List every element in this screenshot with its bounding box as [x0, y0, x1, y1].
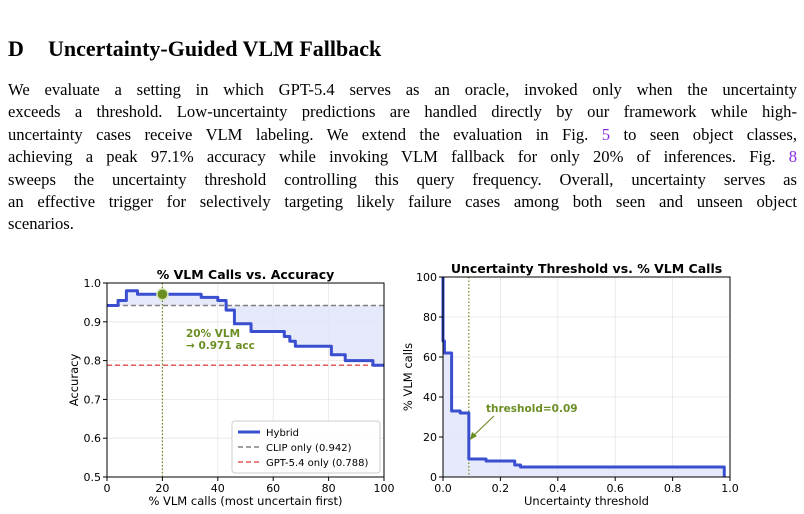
x-tick-label: 20	[155, 482, 169, 495]
annotation-arrow-head	[470, 432, 477, 440]
para-line-3-text-b: to seen object classes,	[610, 124, 798, 144]
peak-marker	[156, 288, 169, 301]
series-line-hybrid	[441, 277, 726, 477]
legend-label-1: Hybrid	[266, 428, 299, 439]
y-tick-label: 0	[430, 471, 437, 484]
y-tick-label: 60	[423, 351, 437, 364]
y-tick-label: 0.8	[84, 355, 102, 368]
x-tick-label: 0	[104, 482, 111, 495]
para-line-5: sweeps the uncertainty threshold control…	[8, 169, 797, 189]
x-tick-label: 0.4	[549, 482, 567, 495]
para-line-3-text-a: uncertainty cases receive VLM labeling. …	[8, 124, 602, 144]
para-line-2: exceeds a threshold. Low-uncertainty pre…	[8, 102, 797, 122]
x-tick-label: 60	[266, 482, 280, 495]
chart-threshold-vs-vlm-calls: 0.0 0.2 0.4 0.6 0.8 1.0 0 20 40 60 80 100 Uncertaint…	[401, 261, 739, 508]
legend-label-2: CLIP only (0.942)	[266, 443, 352, 454]
legend-box	[231, 420, 381, 474]
x-tick-label: 80	[322, 482, 336, 495]
annotation-line-2: → 0.971 acc	[186, 340, 255, 352]
x-tick-label: 40	[211, 482, 225, 495]
chart-accuracy-vs-vlm-calls: 0 20 40 60 80 100 0.5 0.6 0.7 0.8 0.9 1.0 % VLM Call…	[67, 267, 395, 508]
section-number: D	[8, 36, 24, 61]
annotation-arrow-line	[471, 415, 495, 438]
y-tick-label: 80	[423, 311, 437, 324]
x-tick-label: 1.0	[721, 482, 739, 495]
y-tick-label: 0.9	[84, 316, 102, 329]
series-line-hybrid	[107, 289, 384, 367]
plot-frame	[106, 282, 385, 478]
y-tick-label: 1.0	[84, 277, 102, 290]
para-line-7: scenarios.	[8, 214, 74, 234]
y-axis-label: Accuracy	[67, 354, 81, 407]
para-line-4-text-a: achieving a peak 97.1% accuracy while in…	[8, 147, 789, 167]
y-tick-label: 0.5	[84, 471, 102, 484]
y-tick-label: 100	[416, 271, 437, 284]
threshold-annotation: threshold=0.09	[486, 403, 578, 415]
x-tick-label: 0.6	[606, 482, 624, 495]
legend-label-3: GPT-5.4 only (0.788)	[266, 458, 369, 469]
y-tick-label: 0.6	[84, 432, 102, 445]
y-tick-label: 40	[423, 391, 437, 404]
x-tick-label: 0.8	[664, 482, 682, 495]
para-line-1: We evaluate a setting in which GPT-5.4 s…	[8, 80, 797, 99]
y-tick-label: 0.7	[84, 393, 102, 406]
para-line-6: an effective trigger for selectively tar…	[8, 191, 797, 211]
x-axis-label: Uncertainty threshold	[524, 494, 649, 508]
para-line-3: uncertainty cases receive VLM labeling. …	[8, 124, 797, 146]
body-paragraph: We evaluate a setting in which GPT-5.4 s…	[8, 79, 797, 236]
para-line-4: achieving a peak 97.1% accuracy while in…	[8, 146, 797, 168]
x-axis-label: % VLM calls (most uncertain first)	[148, 494, 342, 508]
series-fill-area	[443, 277, 725, 477]
y-tick-label: 20	[423, 431, 437, 444]
annotation-line-1: 20% VLM	[186, 328, 240, 340]
y-axis-label: % VLM calls	[401, 343, 415, 411]
section-heading: D Uncertainty-Guided VLM Fallback	[8, 36, 381, 62]
chart-title: Uncertainty Threshold vs. % VLM Calls	[451, 261, 722, 276]
x-tick-label: 0.2	[492, 482, 510, 495]
figure-5-link[interactable]: 5	[601, 124, 611, 144]
section-title: Uncertainty-Guided VLM Fallback	[48, 36, 382, 61]
figure-8-link[interactable]: 8	[788, 147, 797, 167]
chart-title: % VLM Calls vs. Accuracy	[157, 267, 335, 282]
series-fill-area	[107, 290, 384, 366]
plot-frame	[442, 276, 731, 478]
x-tick-label: 100	[374, 482, 395, 495]
x-tick-label: 0.0	[434, 482, 452, 495]
